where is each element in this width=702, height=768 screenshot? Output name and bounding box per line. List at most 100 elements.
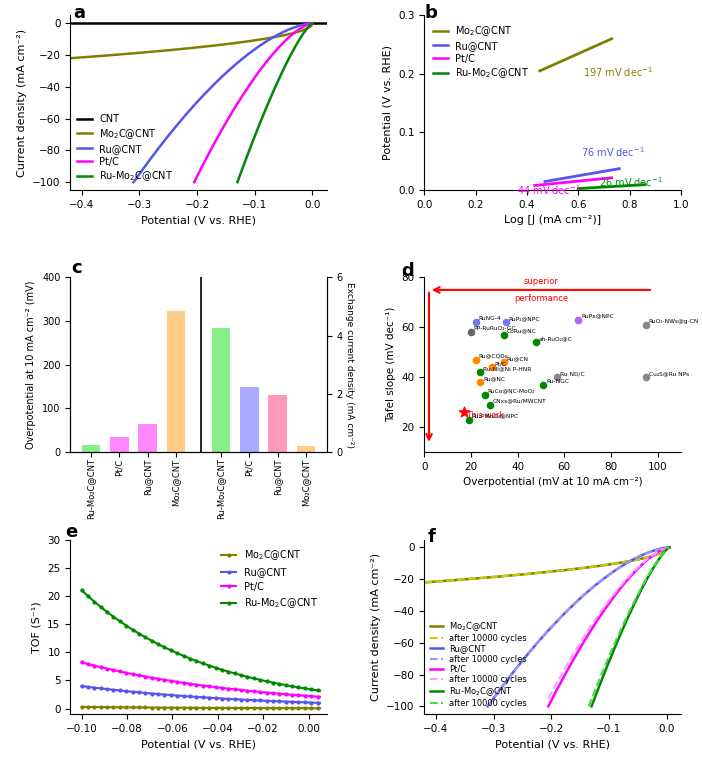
after 10000 cycles — [420, 578, 428, 587]
Ru@CNT — [316, 698, 324, 707]
Ru-Mo$_2$C@CNT — [316, 686, 324, 695]
Point — [465, 326, 477, 339]
Pt/C — [190, 177, 199, 186]
Ru@CNT — [218, 694, 227, 703]
Ru-Mo$_2$C@CNT — [223, 667, 232, 676]
Ru-Mo$_2$C@CNT — [301, 26, 310, 35]
Point — [640, 371, 651, 383]
Ru-Mo$_2$C@CNT — [233, 177, 241, 187]
Y-axis label: Potential (V vs. RHE): Potential (V vs. RHE) — [383, 45, 392, 161]
Ru-Mo$_2$C@CNT — [644, 572, 652, 581]
Y-axis label: Exchange current density (mA cm⁻²): Exchange current density (mA cm⁻²) — [345, 282, 354, 448]
Line: after 10000 cycles: after 10000 cycles — [548, 548, 670, 698]
Pt/C — [559, 674, 567, 683]
Text: d: d — [401, 262, 413, 280]
Ru-Mo$_2$C@CNT — [618, 625, 627, 634]
Mo$_2$C@CNT — [517, 570, 526, 579]
Ru-Mo$_2$C@CNT — [644, 573, 652, 582]
Ru@CNT — [616, 563, 624, 572]
Ru@CNT — [484, 702, 492, 711]
X-axis label: Potential (V vs. RHE): Potential (V vs. RHE) — [141, 740, 256, 750]
after 10000 cycles — [449, 575, 458, 584]
after 10000 cycles — [632, 565, 640, 574]
Point — [640, 319, 651, 331]
Ru@CNT — [129, 177, 138, 187]
Bar — [110, 437, 128, 452]
Text: Ru@CN: Ru@CN — [506, 356, 529, 361]
after 10000 cycles — [500, 571, 508, 581]
Ru@CNT — [555, 614, 564, 623]
Mo$_2$C@CNT — [278, 703, 286, 713]
CNT — [114, 18, 122, 28]
Point — [573, 313, 584, 326]
after 10000 cycles — [517, 570, 526, 579]
Y-axis label: Current density (mA cm⁻²): Current density (mA cm⁻²) — [371, 553, 380, 701]
Ru@CNT — [615, 564, 623, 573]
Text: 76 mV dec$^{-1}$: 76 mV dec$^{-1}$ — [581, 145, 644, 159]
Pt/C — [621, 579, 629, 588]
after 10000 cycles — [598, 561, 607, 570]
Ru-Mo$_2$C@CNT — [636, 587, 644, 596]
Mo$_2$C@CNT — [214, 41, 223, 50]
Text: Cu₄S@Ru NPs: Cu₄S@Ru NPs — [649, 371, 689, 376]
Pt/C — [583, 631, 592, 640]
Mo$_2$C@CNT — [449, 575, 458, 584]
Y-axis label: Current density (mA cm⁻²): Current density (mA cm⁻²) — [17, 28, 27, 177]
Mo$_2$C@CNT — [574, 564, 583, 573]
Ru@CNT — [598, 575, 607, 584]
Line: after 10000 cycles: after 10000 cycles — [488, 548, 670, 707]
Pt/C — [263, 57, 271, 66]
CNT — [300, 18, 309, 28]
Point — [498, 356, 509, 369]
after 10000 cycles — [585, 702, 593, 711]
Text: f: f — [428, 528, 435, 546]
Mo$_2$C@CNT — [597, 561, 605, 570]
Text: b: b — [424, 5, 437, 22]
Pt/C — [308, 18, 317, 28]
Bar — [297, 445, 315, 452]
Legend: Mo$_2$C@CNT, Ru@CNT, Pt/C, Ru-Mo$_2$C@CNT: Mo$_2$C@CNT, Ru@CNT, Pt/C, Ru-Mo$_2$C@CN… — [218, 545, 322, 614]
Mo$_2$C@CNT — [209, 41, 218, 50]
Ru-Mo$_2$C@CNT — [293, 683, 302, 692]
after 10000 cycles — [544, 694, 552, 703]
Ru@CNT — [78, 681, 86, 690]
Line: Ru-Mo$_2$C@CNT: Ru-Mo$_2$C@CNT — [80, 589, 322, 692]
Ru@CNT — [543, 627, 551, 637]
after 10000 cycles — [594, 677, 602, 687]
after 10000 cycles — [543, 627, 551, 637]
Mo$_2$C@CNT — [78, 702, 86, 711]
after 10000 cycles — [632, 564, 640, 574]
after 10000 cycles — [615, 564, 623, 573]
after 10000 cycles — [583, 627, 592, 636]
X-axis label: Log [J (mA cm⁻²)]: Log [J (mA cm⁻²)] — [504, 215, 601, 225]
Text: 44 mV dec$^{-1}$: 44 mV dec$^{-1}$ — [517, 183, 581, 197]
Y-axis label: TOF (S⁻¹): TOF (S⁻¹) — [32, 601, 41, 653]
X-axis label: Overpotential (mV at 10 mA cm⁻²): Overpotential (mV at 10 mA cm⁻²) — [463, 478, 642, 488]
Text: a: a — [73, 4, 85, 22]
Point — [498, 329, 509, 341]
Line: Ru@CNT: Ru@CNT — [133, 23, 312, 182]
Pt/C — [278, 690, 286, 699]
Text: Ru@CQDs: Ru@CQDs — [479, 354, 508, 359]
after 10000 cycles — [665, 543, 674, 552]
Text: CNxs@Ru/MWCNT: CNxs@Ru/MWCNT — [492, 399, 546, 404]
Ru-Mo$_2$C@CNT — [296, 33, 305, 42]
Ru@CNT — [219, 694, 227, 703]
Line: Ru-Mo$_2$C@CNT: Ru-Mo$_2$C@CNT — [237, 23, 312, 182]
Line: Pt/C: Pt/C — [80, 661, 322, 698]
Bar — [82, 445, 100, 452]
Ru-Mo$_2$C@CNT — [78, 587, 86, 596]
Ru@CNT — [665, 543, 674, 552]
Line: Mo$_2$C@CNT: Mo$_2$C@CNT — [424, 548, 670, 582]
Ru-Mo$_2$C@CNT — [234, 177, 242, 186]
Text: performance: performance — [514, 293, 568, 303]
CNT — [77, 18, 85, 28]
Pt/C — [632, 566, 640, 575]
Bar — [268, 396, 287, 452]
after 10000 cycles — [663, 543, 671, 552]
Mo$_2$C@CNT — [598, 561, 607, 570]
Pt/C — [223, 684, 232, 694]
Line: Mo$_2$C@CNT: Mo$_2$C@CNT — [80, 706, 322, 710]
Pt/C — [219, 684, 227, 693]
after 10000 cycles — [559, 667, 567, 677]
